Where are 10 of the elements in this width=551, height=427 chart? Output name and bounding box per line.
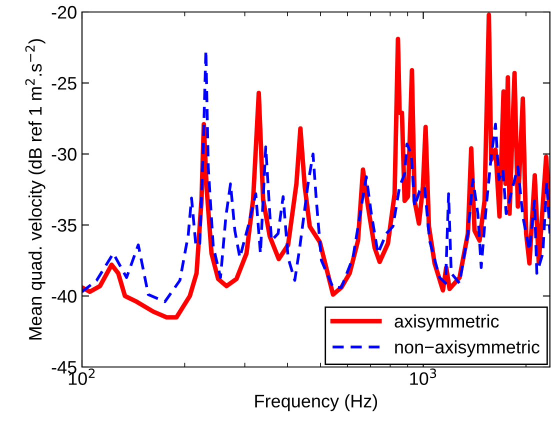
legend-label: non−axisymmetric — [395, 340, 540, 358]
y-tick-label: -35 — [52, 218, 76, 232]
y-axis-title: Mean quad. velocity (dB ref 1 m$^{2}$.s$^{−2}$) — [25, 39, 46, 340]
y-tick-label: -20 — [52, 6, 76, 19]
x-tick-label: 10$^{3}$ — [410, 368, 436, 385]
y-tick-label: -40 — [52, 290, 76, 303]
y-tick-label: -25 — [52, 76, 76, 90]
legend-label: axisymmetric — [394, 314, 499, 332]
y-tick-label: -30 — [52, 148, 76, 161]
x-axis-title: Frequency (Hz) — [255, 394, 378, 412]
